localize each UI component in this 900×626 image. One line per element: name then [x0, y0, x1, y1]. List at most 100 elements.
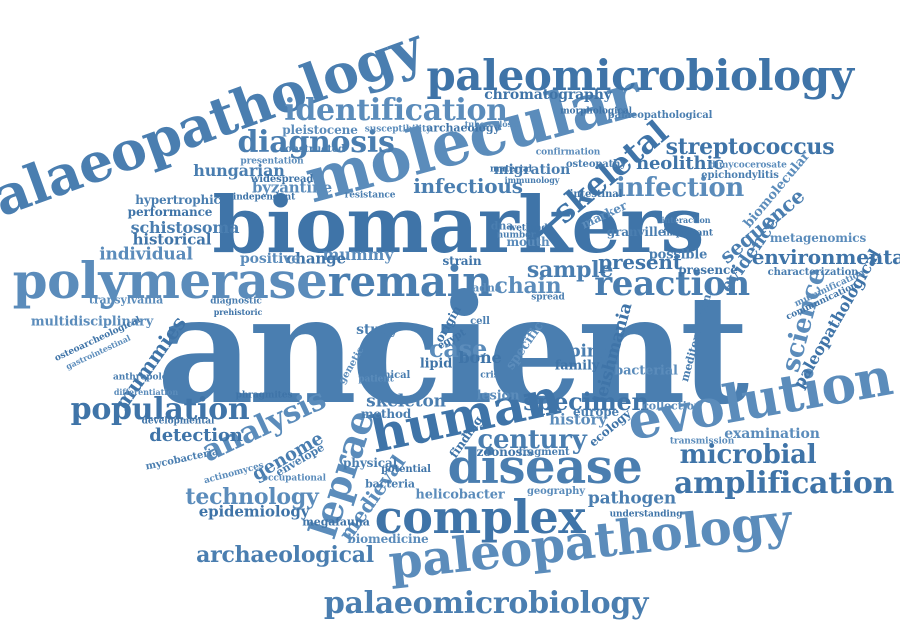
word-pleistocene: pleistocene: [282, 123, 358, 137]
word-tuberculosis: tuberculosis: [464, 119, 520, 129]
word-prehistoric: prehistoric: [213, 307, 263, 317]
word-independent: independent: [232, 192, 296, 203]
word-megafauna: megafauna: [302, 515, 370, 529]
word-number: number: [496, 230, 536, 241]
word-important: important: [663, 228, 713, 239]
word-family: family: [554, 358, 600, 374]
word-microbial: microbial: [679, 440, 817, 470]
word-performance: performance: [127, 205, 213, 219]
word-hungarian: hungarian: [193, 161, 285, 180]
word-sample: sample: [526, 257, 614, 283]
word-population: population: [70, 392, 250, 427]
word-epidemiology: epidemiology: [198, 502, 310, 521]
word-presence: presence: [678, 263, 738, 277]
word-europe: europe: [573, 405, 619, 419]
word-helicobacter: helicobacter: [415, 487, 505, 503]
word-lesion: lesion: [476, 388, 520, 404]
word-specimen: specimen: [523, 387, 649, 416]
word-history: history: [549, 410, 607, 429]
word-widespread: widespread: [250, 174, 314, 185]
word-phragmites: phragmites: [235, 390, 293, 401]
word-infection: infection: [615, 173, 745, 203]
word-complex: complex: [374, 490, 586, 544]
word-physical: physical: [342, 456, 398, 470]
word-detection: detection: [149, 425, 243, 446]
word-present: present: [598, 250, 682, 274]
word-strain: strain: [442, 254, 482, 268]
word-bone: bone: [458, 348, 502, 367]
word-morphological: morphological: [560, 106, 632, 117]
word-environmental: environmental: [751, 245, 900, 269]
word-historical: historical: [132, 230, 212, 249]
word-ancient: ancient: [156, 262, 749, 438]
word-archaeological: archaeological: [196, 542, 374, 568]
word-interaction: interaction: [661, 215, 711, 225]
word-method: method: [360, 407, 412, 421]
word-palaeomicrobiology: palaeomicrobiology: [323, 586, 649, 621]
word-lipid: lipid: [419, 356, 453, 372]
word-transylvania: transylvania: [88, 293, 164, 307]
word-schistosoma: schistosoma: [130, 218, 240, 237]
word-mouth: mouth: [506, 235, 550, 249]
word-chromatography: chromatography: [484, 87, 612, 103]
word-streptococcus: streptococcus: [665, 134, 835, 160]
word-dna: dna: [490, 219, 514, 233]
word-geography: geography: [527, 486, 585, 497]
word-archaeology: archaeology: [426, 121, 500, 135]
word-paleomicrobiology: paleomicrobiology: [426, 51, 854, 100]
word-wetland: wetland: [508, 223, 548, 234]
word-bacterial: bacterial: [614, 363, 678, 379]
word-diagnostic: diagnostic: [210, 296, 262, 307]
word-diagnosis: diagnosis: [237, 125, 395, 160]
word-clinical: clinical: [369, 370, 411, 381]
word-spread: spread: [531, 292, 565, 303]
word-case: case: [429, 334, 487, 363]
word-technology: technology: [185, 484, 319, 510]
word-cristia: cristia: [480, 370, 512, 381]
word-metagenomics: metagenomics: [769, 231, 867, 245]
word-adna: adna: [472, 281, 502, 295]
word-granville: granville: [606, 225, 666, 239]
word-zoonosis: zoonosis: [476, 445, 534, 459]
word-positive: positive: [239, 251, 301, 267]
word-collection: collection: [642, 399, 702, 413]
word-susceptibility: susceptibility: [364, 124, 432, 135]
word-palaeopathological: palaeopathological: [607, 110, 713, 121]
word-characterization: characterization: [767, 267, 859, 278]
word-disease: disease: [447, 439, 643, 495]
word-fragment: fragment: [518, 447, 570, 458]
word-byzantine: byzantine: [251, 178, 333, 197]
word-developmental: developmental: [141, 416, 215, 427]
word-amplification: amplification: [673, 466, 895, 501]
word-material: material: [490, 164, 532, 175]
word-neolithic: neolithic: [636, 153, 724, 174]
word-possible: possible: [648, 247, 708, 263]
word-understanding: understanding: [609, 509, 683, 520]
word-chain: chain: [494, 273, 562, 299]
word-biomarkers: biomarkers: [212, 180, 704, 271]
word-hypertrophic: hypertrophic: [135, 193, 221, 207]
word-immunology: immunology: [504, 175, 560, 185]
word-presentation: presentation: [240, 156, 304, 167]
word-resistance: resistance: [344, 190, 396, 201]
word-polymerase: polymerase: [12, 251, 328, 310]
word-individual: individual: [99, 244, 193, 265]
word-study: study: [356, 322, 398, 338]
word-confirmation: confirmation: [535, 147, 601, 158]
word-patient: patient: [358, 374, 394, 385]
word-remain: remain: [327, 257, 493, 306]
word-skeleton: skeleton: [366, 391, 446, 412]
word-intestinal: intestinal: [569, 189, 623, 200]
word-mummy: mummy: [322, 245, 394, 264]
word-cell: cell: [470, 316, 490, 327]
word-differentiation: differentiation: [113, 387, 179, 397]
word-epichondylitis: epichondylitis: [701, 170, 779, 181]
word-occupational: occupational: [262, 473, 326, 484]
word-identification: identification: [284, 93, 508, 128]
word-constructed: constructed: [279, 144, 345, 155]
word-infectious: infectious: [413, 174, 523, 198]
word-migration: migration: [493, 162, 571, 178]
word-osteopathy: osteopathy: [565, 159, 627, 170]
word-biomedicine: biomedicine: [347, 532, 429, 546]
